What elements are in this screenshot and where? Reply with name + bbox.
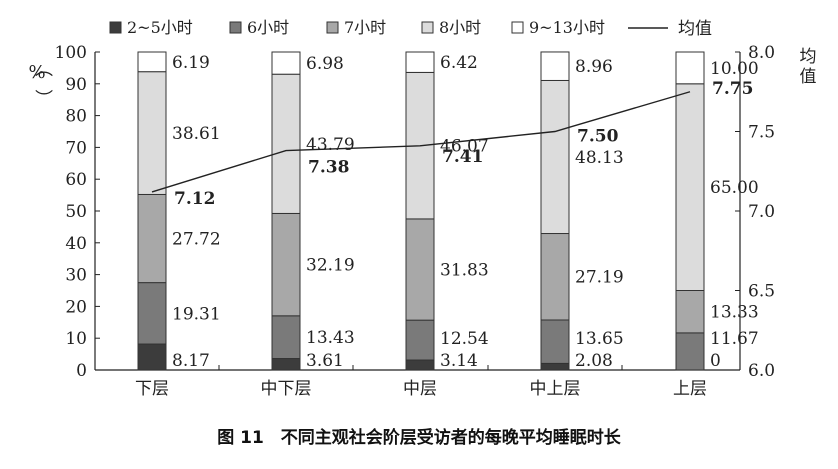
bar-segment	[271, 315, 301, 360]
figure-caption: 图 11 不同主观社会阶层受访者的每晚平均睡眠时长	[217, 428, 621, 448]
bar-value-label: 6.42	[440, 53, 478, 73]
y-left-tick-label: 90	[65, 75, 87, 95]
y-right-tick-label: 7.5	[748, 123, 775, 143]
y-right-axis-label-char: 值	[800, 67, 817, 87]
legend-label: 2~5小时	[127, 18, 193, 37]
bar-segment	[137, 51, 167, 73]
y-left-tick-label: 60	[65, 170, 87, 190]
bar-value-label: 13.65	[575, 329, 624, 349]
bar-value-label: 8.17	[172, 351, 210, 371]
bar-value-label: 6.98	[306, 54, 344, 74]
bar-segment	[271, 73, 301, 214]
mean-line	[151, 91, 691, 193]
y-left-axis-label-part: （	[32, 59, 53, 77]
bar-segment	[405, 51, 435, 73]
y-left-tick-label: 20	[65, 297, 87, 317]
legend-label: 6小时	[247, 18, 289, 37]
bar-segment	[137, 71, 167, 195]
bar-value-label: 19.31	[172, 304, 221, 324]
bar-value-label: 65.00	[710, 178, 759, 198]
bar-value-label: 8.96	[575, 57, 613, 77]
y-right-tick-label: 6.0	[748, 361, 775, 381]
bar-value-label: 46.07	[440, 137, 489, 157]
bar-value-label: 0	[710, 351, 721, 371]
legend-swatch	[421, 21, 434, 34]
y-right-tick-label: 7.0	[748, 202, 775, 222]
y-left-tick-label: 50	[65, 202, 87, 222]
bar-segment	[540, 362, 570, 371]
y-left-tick-label: 10	[65, 329, 87, 349]
x-tick-label: 中上层	[530, 379, 581, 399]
y-left-tick-label: 100	[55, 43, 87, 63]
bar-segment	[271, 212, 301, 317]
y-left-tick-label: 0	[76, 361, 87, 381]
bar-segment	[540, 319, 570, 364]
x-tick-label: 下层	[135, 379, 169, 399]
y-left-tick-label: 30	[65, 266, 87, 286]
y-left-tick-label: 70	[65, 138, 87, 158]
bar-segment	[137, 282, 167, 345]
bar-value-label: 3.61	[306, 351, 344, 371]
bar-value-label: 32.19	[306, 256, 355, 276]
bar-value-label: 6.19	[172, 53, 210, 73]
bar-value-label: 10.00	[710, 59, 759, 79]
bar-segment	[540, 79, 570, 235]
legend-swatch	[109, 21, 122, 34]
mean-value-label: 7.38	[308, 158, 349, 178]
bar-value-label: 31.83	[440, 261, 489, 281]
stacked-bar-chart: 0 10 20 30 40 50 60 70 80 90 100（% ） 6.0 6.5 7.0 7.5 8.0…	[28, 18, 817, 399]
y-right-tick-label: 6.5	[748, 282, 775, 302]
legend-label: 9~13小时	[529, 18, 605, 37]
bar-value-label: 43.79	[306, 135, 355, 155]
mean-value-label: 7.75	[712, 79, 753, 99]
bar-segment	[540, 51, 570, 81]
bar-segment	[675, 332, 705, 371]
mean-value-label: 7.41	[442, 147, 483, 167]
bar-value-label: 11.67	[710, 329, 759, 349]
legend-label: 8小时	[439, 18, 481, 37]
bar-segment	[405, 359, 435, 371]
bar-value-label: 38.61	[172, 124, 221, 144]
mean-value-label: 7.12	[174, 189, 215, 209]
bar-segment	[675, 290, 705, 334]
bar-segment	[675, 51, 705, 85]
y-right-axis-label-char: 均	[800, 47, 817, 67]
legend-swatch	[326, 21, 339, 34]
bar-value-label: 13.43	[306, 328, 355, 348]
legend-label: 均值	[678, 19, 712, 39]
y-right-tick-label: 8.0	[748, 43, 775, 63]
bar-value-label: 13.33	[710, 303, 759, 323]
bar-segment	[675, 83, 705, 291]
y-left-axis-label-part: ）	[32, 89, 53, 107]
bar-segment	[271, 51, 301, 75]
legend-swatch	[511, 21, 524, 34]
bar-value-label: 2.08	[575, 351, 613, 371]
bar-segment	[137, 343, 167, 371]
bar-segment	[540, 233, 570, 321]
x-tick-label: 中下层	[261, 379, 312, 399]
bar-value-label: 48.13	[575, 148, 624, 168]
bar-segment	[405, 319, 435, 361]
bar-segment	[271, 358, 301, 371]
y-left-tick-label: 40	[65, 234, 87, 254]
bar-value-label: 3.14	[440, 351, 478, 371]
bar-value-label: 12.54	[440, 329, 489, 349]
bar-segment	[137, 193, 167, 284]
x-tick-label: 中层	[403, 379, 437, 399]
y-left-axis-label-part: %	[28, 62, 45, 83]
mean-value-label: 7.50	[577, 127, 619, 147]
bar-value-label: 27.72	[172, 230, 221, 250]
y-left-tick-label: 80	[65, 107, 87, 127]
x-tick-label: 上层	[673, 379, 707, 399]
bar-value-label: 27.19	[575, 268, 624, 288]
legend-label: 7小时	[344, 18, 386, 37]
legend-swatch	[229, 21, 242, 34]
bar-segment	[405, 218, 435, 321]
